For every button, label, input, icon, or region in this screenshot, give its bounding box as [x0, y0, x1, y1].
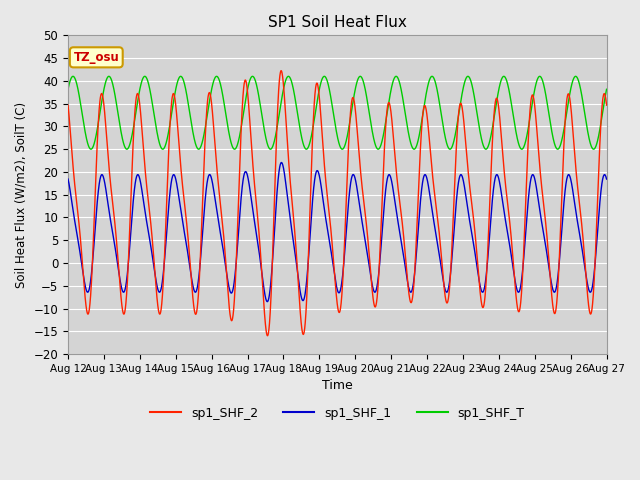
Y-axis label: Soil Heat Flux (W/m2), SoilT (C): Soil Heat Flux (W/m2), SoilT (C) — [15, 102, 28, 288]
sp1_SHF_2 — [157, 304, 165, 310]
sp1_SHF_2 — [603, 102, 611, 108]
sp1_SHF_2 — [534, 146, 542, 152]
Line: sp1_SHF_T: sp1_SHF_T — [68, 76, 607, 149]
sp1_SHF_1 — [64, 176, 72, 182]
sp1_SHF_T — [593, 142, 600, 148]
sp1_SHF_T — [464, 73, 472, 79]
X-axis label: Time: Time — [322, 379, 353, 392]
Line: sp1_SHF_2: sp1_SHF_2 — [68, 71, 607, 336]
Legend: sp1_SHF_2, sp1_SHF_1, sp1_SHF_T: sp1_SHF_2, sp1_SHF_1, sp1_SHF_T — [145, 402, 530, 425]
sp1_SHF_T — [603, 86, 611, 92]
sp1_SHF_2 — [271, 188, 278, 193]
sp1_SHF_1 — [125, 247, 133, 253]
sp1_SHF_1 — [278, 160, 285, 166]
Title: SP1 Soil Heat Flux: SP1 Soil Heat Flux — [268, 15, 407, 30]
sp1_SHF_1 — [534, 197, 542, 203]
sp1_SHF_2 — [264, 333, 271, 338]
sp1_SHF_2 — [125, 233, 133, 239]
sp1_SHF_T — [294, 113, 301, 119]
sp1_SHF_1 — [264, 299, 271, 304]
sp1_SHF_1 — [294, 275, 302, 281]
Line: sp1_SHF_1: sp1_SHF_1 — [68, 163, 607, 301]
sp1_SHF_2 — [277, 68, 285, 73]
sp1_SHF_2 — [64, 102, 72, 108]
sp1_SHF_T — [446, 146, 454, 152]
sp1_SHF_2 — [294, 279, 302, 285]
sp1_SHF_1 — [593, 245, 600, 251]
sp1_SHF_1 — [271, 224, 278, 229]
sp1_SHF_T — [157, 145, 165, 151]
sp1_SHF_T — [125, 143, 133, 148]
sp1_SHF_T — [271, 137, 278, 143]
sp1_SHF_1 — [157, 285, 165, 290]
sp1_SHF_1 — [603, 176, 611, 182]
Text: TZ_osu: TZ_osu — [74, 51, 119, 64]
sp1_SHF_T — [534, 74, 542, 80]
sp1_SHF_T — [64, 86, 72, 92]
sp1_SHF_2 — [593, 229, 600, 235]
